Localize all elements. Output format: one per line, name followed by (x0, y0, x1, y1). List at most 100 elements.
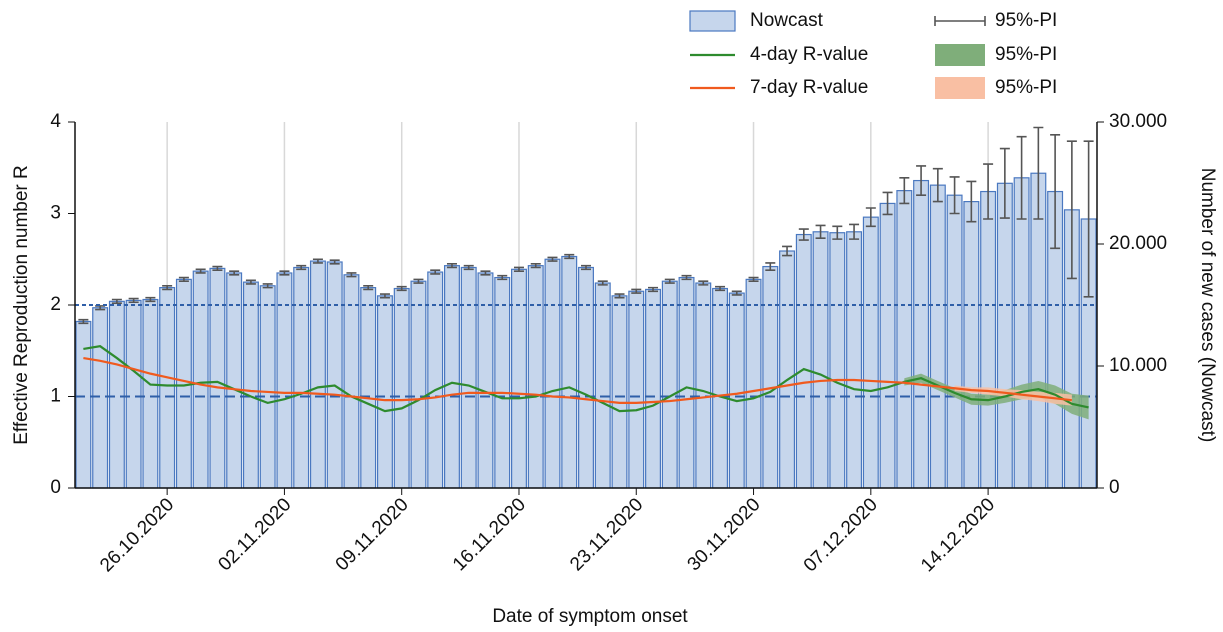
bar (293, 266, 310, 489)
error-bar (698, 280, 709, 286)
error-bar (949, 176, 960, 215)
bar (376, 295, 393, 489)
legend-label: 95%-PI (995, 44, 1057, 65)
error-bar (329, 259, 340, 265)
bar (343, 274, 360, 489)
bar (360, 287, 377, 489)
error-bar (1083, 140, 1094, 298)
x-tick-label: 02.11.2020 (214, 494, 295, 575)
error-bar (229, 270, 240, 276)
bar (594, 282, 611, 489)
y2-tick-label: 10.000 (1109, 355, 1167, 376)
error-bar (111, 298, 122, 304)
y2-tick-label: 0 (1109, 477, 1120, 498)
bar (762, 265, 779, 489)
bar (745, 278, 762, 489)
error-bar (262, 283, 273, 289)
y-axis-label: Effective Reproduction number R (11, 165, 32, 445)
error-bar (1033, 126, 1044, 220)
bar (829, 232, 846, 489)
error-bar (212, 265, 223, 272)
error-bar (865, 207, 876, 228)
error-bar (162, 284, 173, 291)
bar (108, 300, 125, 489)
error-bar (798, 228, 809, 241)
error-bar (983, 163, 994, 220)
error-bar (547, 256, 558, 262)
bar (92, 307, 109, 489)
bar (946, 194, 963, 489)
error-bar (430, 269, 441, 275)
legend-swatch (934, 16, 986, 26)
error-bar (648, 286, 659, 293)
legend-label: Nowcast (750, 10, 824, 31)
bar (996, 182, 1013, 489)
y-tick-label: 3 (50, 203, 61, 224)
error-bar (480, 270, 491, 276)
error-bar (664, 278, 675, 284)
legend-swatch (689, 10, 736, 32)
error-bar (581, 264, 591, 271)
error-bar (899, 177, 910, 205)
bar (862, 216, 879, 489)
error-bar (1050, 134, 1061, 250)
bar (712, 287, 729, 489)
bar (1030, 172, 1047, 489)
bar (846, 231, 863, 489)
error-bar (296, 264, 307, 271)
bar (209, 267, 226, 489)
bar (812, 231, 829, 489)
error-bar (413, 278, 424, 284)
bar (728, 292, 745, 489)
error-bar (832, 225, 843, 240)
error-bar (564, 253, 575, 260)
error-bar (614, 293, 625, 299)
x-tick-label: 16.11.2020 (449, 494, 530, 575)
error-bar (379, 293, 390, 299)
bar (326, 261, 343, 489)
error-bar (966, 180, 977, 223)
error-bar (463, 264, 474, 271)
bar (309, 260, 326, 489)
bar (695, 282, 712, 489)
x-axis-label: Date of symptom onset (492, 606, 688, 627)
bar (142, 298, 159, 489)
error-bar (497, 274, 508, 281)
x-tick-label: 30.11.2020 (684, 494, 765, 575)
error-bar (396, 285, 407, 292)
bar (544, 258, 561, 489)
x-tick-label: 23.11.2020 (566, 494, 647, 575)
bar (879, 202, 896, 489)
bar (896, 190, 913, 489)
bar (410, 280, 427, 489)
bar (443, 265, 460, 489)
error-bar (932, 167, 943, 203)
error-bar (312, 258, 323, 264)
error-bar (195, 268, 206, 274)
y-tick-label: 2 (50, 294, 61, 315)
r-line (83, 356, 1072, 405)
y2-axis-label: Number of new cases (Nowcast) (1197, 168, 1218, 443)
error-bar (849, 223, 860, 240)
y2-tick-label: 20.000 (1109, 233, 1167, 254)
error-bar (1066, 140, 1077, 280)
error-bar (530, 263, 541, 269)
pi-band (904, 373, 1089, 420)
error-bar (145, 296, 156, 303)
error-bar (882, 191, 893, 216)
bar (125, 299, 142, 489)
error-bar (681, 274, 692, 281)
bar (561, 255, 578, 489)
bar (393, 287, 410, 489)
bar (645, 288, 661, 489)
error-bar (128, 297, 139, 304)
bar (192, 270, 209, 489)
bar (980, 190, 997, 489)
error-bar (446, 263, 457, 269)
bar (913, 179, 930, 489)
error-bar (178, 276, 189, 283)
bar (678, 276, 695, 489)
bar (929, 184, 946, 489)
bar (578, 266, 594, 489)
x-tick-label: 07.12.2020 (800, 494, 882, 576)
